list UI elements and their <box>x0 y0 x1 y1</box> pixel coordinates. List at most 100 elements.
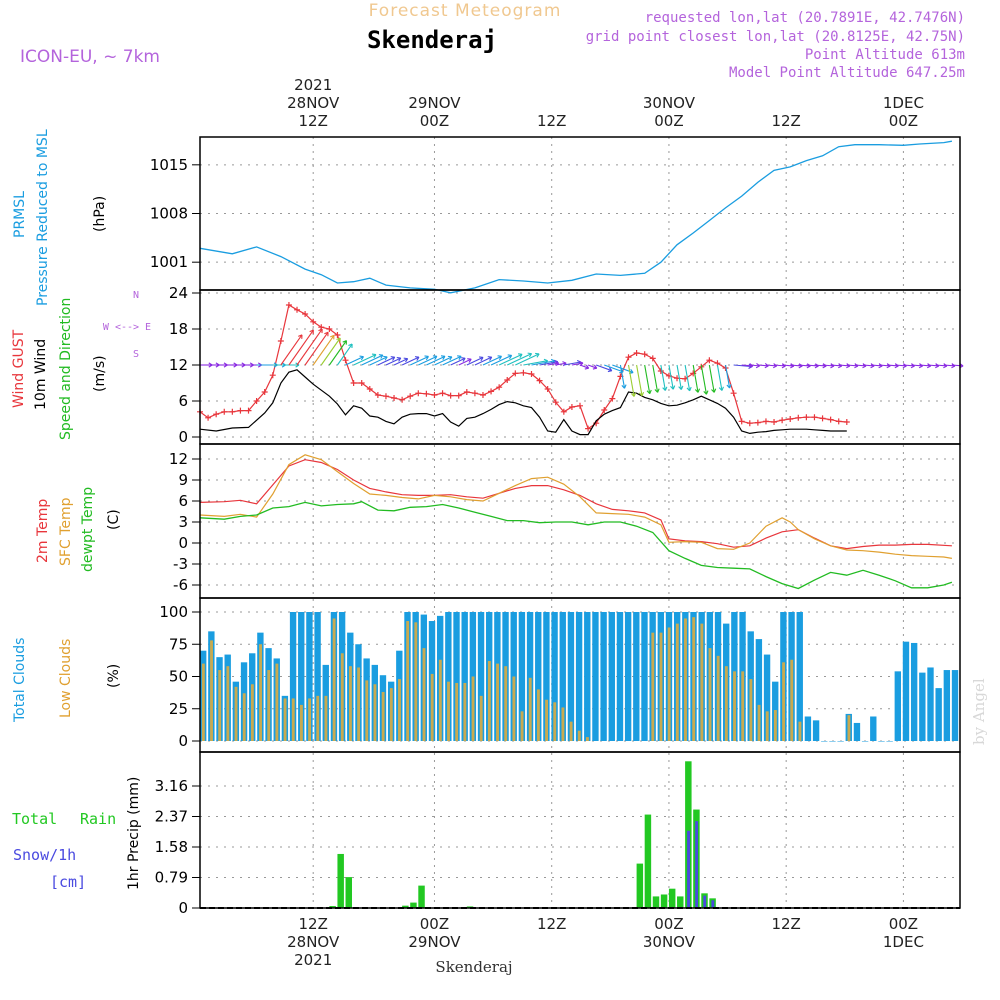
wind-arrow <box>288 329 314 366</box>
wind-arrow <box>336 343 353 366</box>
total-cloud-bar <box>910 642 918 741</box>
gust-marker <box>245 407 252 414</box>
wind-arrow <box>911 364 923 367</box>
low-cloud-bar <box>201 663 205 741</box>
wind-arrow <box>943 364 956 367</box>
rain-bar <box>660 894 668 908</box>
clouds-tick-label: 50 <box>169 668 188 686</box>
low-cloud-bar <box>512 676 516 741</box>
wind-arrow-head <box>678 385 684 390</box>
total-cloud-bar <box>755 639 763 741</box>
low-cloud-bar <box>365 680 369 741</box>
low-cloud-bar <box>463 682 467 741</box>
pressure-tick-label: 1015 <box>150 156 188 174</box>
low-cloud-bar <box>299 704 303 741</box>
wind-arrow-head <box>390 356 396 361</box>
clouds-tick-label: 75 <box>169 635 188 653</box>
wind-arrow <box>474 356 492 366</box>
gust-marker <box>528 371 535 377</box>
time-label-top: 12Z <box>299 112 328 130</box>
low-cloud-bar <box>520 711 524 741</box>
gust-marker <box>585 425 592 432</box>
prmsl-label: PRMSL <box>12 191 28 238</box>
gust-marker <box>496 384 503 391</box>
total-cloud-bar <box>306 612 313 741</box>
gust-marker <box>269 372 276 379</box>
low-cloud-bar <box>340 653 344 741</box>
total-cloud-bar <box>551 612 558 741</box>
series-lines <box>197 140 953 590</box>
tsfc-label: SFC Temp <box>58 497 74 566</box>
wind-arrow <box>927 364 939 367</box>
total-cloud-bar <box>543 612 550 741</box>
wind-arrow <box>426 355 446 366</box>
total-cloud-bar <box>445 612 452 741</box>
wind-arrow <box>571 362 584 366</box>
precip-unit: 1hr Precip (mm) <box>126 777 142 890</box>
gust-marker <box>771 419 778 425</box>
total-cloud-bar <box>919 672 926 741</box>
dewpt-label: dewpt Temp <box>80 487 96 572</box>
wind-arrow-head <box>518 353 523 358</box>
low-cloud-bar <box>373 684 377 741</box>
total-cloud-bar <box>943 670 951 741</box>
total-cloud-bar <box>861 741 869 742</box>
rain-bar <box>402 905 409 908</box>
total-cloud-bar <box>518 612 526 741</box>
rain-bar <box>636 863 644 908</box>
wind-arrow <box>490 354 512 366</box>
wind-arrow <box>636 364 643 396</box>
wind-arrow <box>684 364 691 391</box>
gust-marker <box>536 377 543 384</box>
low-cloud-bar <box>577 730 581 741</box>
snow-label: Snow/1h <box>13 846 76 864</box>
low-cloud-bar <box>291 698 295 741</box>
compass-s: S <box>133 349 139 360</box>
low-cloud-bar <box>553 702 557 741</box>
low-cloud-bar <box>406 621 410 741</box>
wind-arrow-head <box>670 385 676 390</box>
total-cloud-bar <box>812 720 820 741</box>
wind-arrow <box>806 364 819 367</box>
total-cloud-bar <box>535 612 542 741</box>
total-cloud-bar <box>616 612 624 741</box>
wind-arrow <box>353 354 377 366</box>
wind-tick-label: 24 <box>169 284 188 302</box>
precip-labels: Total Rain Snow/1h [cm] 1hr Precip (mm) <box>12 777 142 891</box>
wind-arrow-head <box>487 356 493 361</box>
low-cloud-bar <box>561 707 565 741</box>
wind-arrow <box>409 355 429 366</box>
low-cloud-bar <box>741 671 745 741</box>
axis-ticks: 202128NOV12Z12Z28NOV202129NOV00Z00Z29NOV… <box>150 76 924 969</box>
low-cloud-bar <box>267 670 271 741</box>
wind-arrow <box>887 364 899 367</box>
wind-arrow-head <box>711 388 717 393</box>
time-label-top: 00Z <box>654 112 683 130</box>
precip-tick-label: 0 <box>178 899 188 917</box>
wind-arrow <box>733 364 753 368</box>
gust-marker <box>382 393 389 400</box>
low-cloud-bar <box>316 695 320 741</box>
wind-arrow <box>757 364 769 367</box>
wind-arrow-head <box>396 357 402 362</box>
gust-marker <box>560 408 567 415</box>
time-label-top: 29NOV <box>408 94 461 112</box>
gust-marker <box>399 396 406 403</box>
wind-arrow <box>700 364 707 395</box>
total-cloud-bar <box>526 612 534 741</box>
snow-bar <box>703 895 707 908</box>
total-cloud-bar <box>608 612 615 741</box>
low-cloud-bar <box>692 617 696 741</box>
gust-marker <box>803 414 810 421</box>
hpa-unit: (hPa) <box>92 196 108 232</box>
low-cloud-bar <box>471 676 475 741</box>
wind-arrow <box>862 364 875 367</box>
gridpoint-coords: grid point closest lon,lat (20.8125E, 42… <box>586 29 965 45</box>
total-cloud-bar <box>289 612 297 741</box>
wind-arrow-head <box>607 367 613 373</box>
wind-arrow <box>385 357 401 366</box>
time-label-top: 12Z <box>771 112 800 130</box>
wind-arrow-head <box>630 392 637 397</box>
wind-arrow <box>547 362 559 366</box>
wind-arrow <box>879 364 891 367</box>
